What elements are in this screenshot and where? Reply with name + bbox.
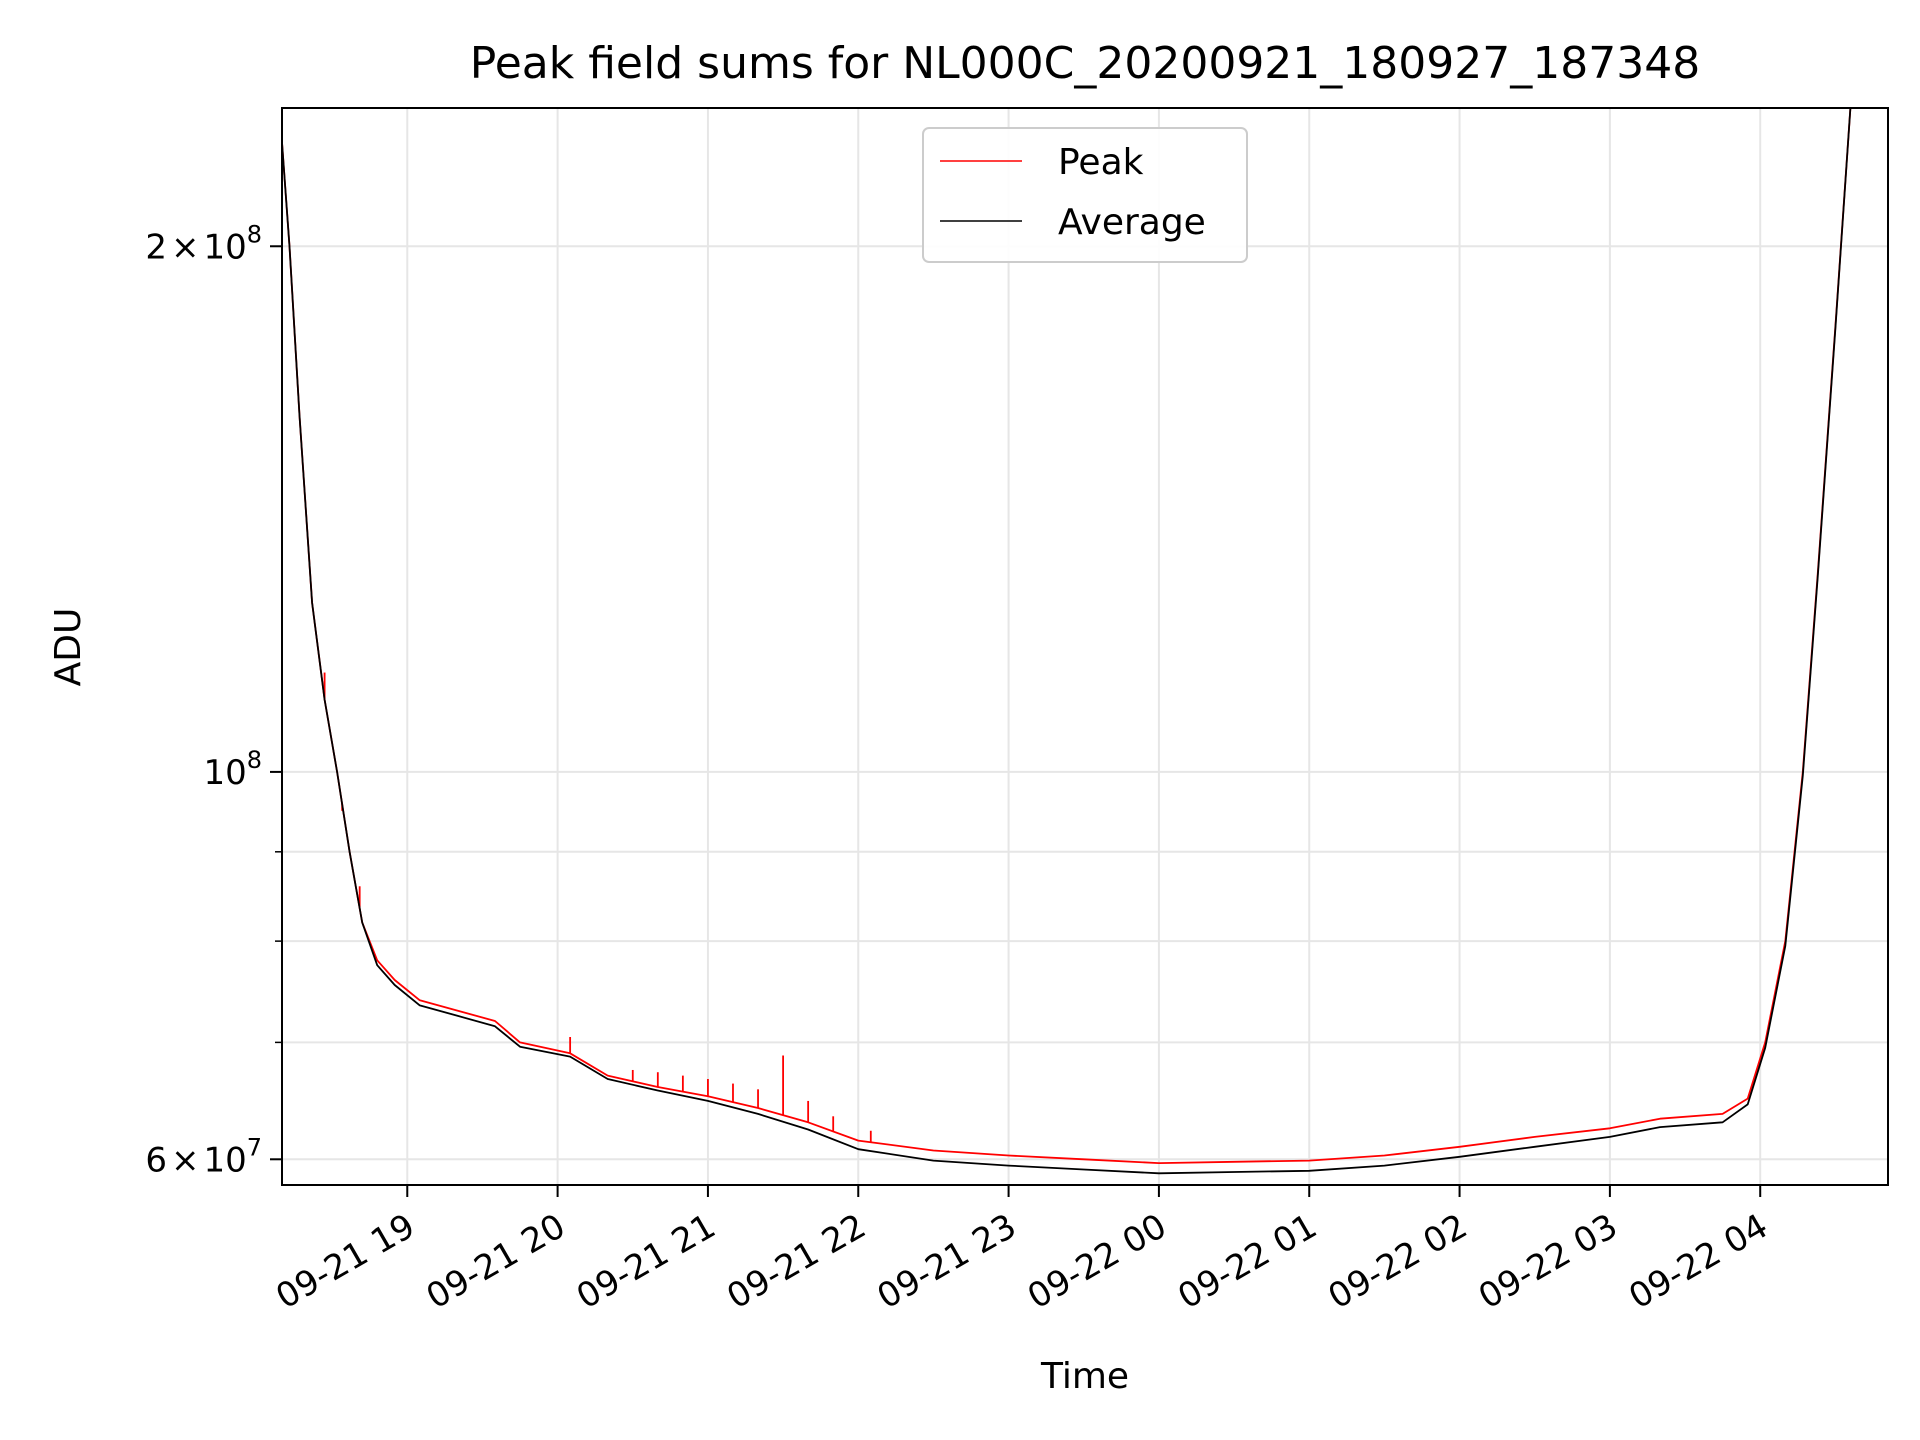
x-tick-label: 09-22 03 (1472, 1206, 1624, 1317)
plot-frame (281, 107, 1889, 1186)
chart-title: Peak field sums for NL000C_20200921_1809… (470, 38, 1700, 89)
series-line-peak (282, 108, 1852, 1164)
x-tick-label: 09-21 19 (269, 1206, 421, 1317)
legend: Peak Average (922, 127, 1248, 263)
x-axis-label: Time (1040, 1356, 1129, 1397)
y-tick-label: 108 (203, 746, 262, 793)
x-tick-label: 09-21 22 (720, 1206, 872, 1317)
x-tick-label: 09-21 23 (871, 1206, 1023, 1317)
legend-label-peak: Peak (1058, 142, 1144, 183)
series-lines (282, 108, 1852, 1175)
series-line-average (282, 108, 1852, 1175)
x-tick-label: 09-21 21 (570, 1206, 722, 1317)
x-tick-label: 09-22 02 (1322, 1206, 1474, 1317)
grid-lines (282, 108, 1888, 1185)
legend-label-average: Average (1058, 202, 1206, 243)
y-axis-label: ADU (48, 608, 89, 687)
y-tick-label: 2 × 108 (145, 220, 262, 267)
y-axis-ticks: 2 × 108 108 6 × 107 (145, 220, 282, 1180)
x-tick-label: 09-22 01 (1171, 1206, 1323, 1317)
y-tick-label: 6 × 107 (145, 1133, 262, 1180)
x-tick-label: 09-22 04 (1622, 1206, 1774, 1317)
x-tick-label: 09-22 00 (1021, 1206, 1173, 1317)
x-tick-label: 09-21 20 (420, 1206, 572, 1317)
